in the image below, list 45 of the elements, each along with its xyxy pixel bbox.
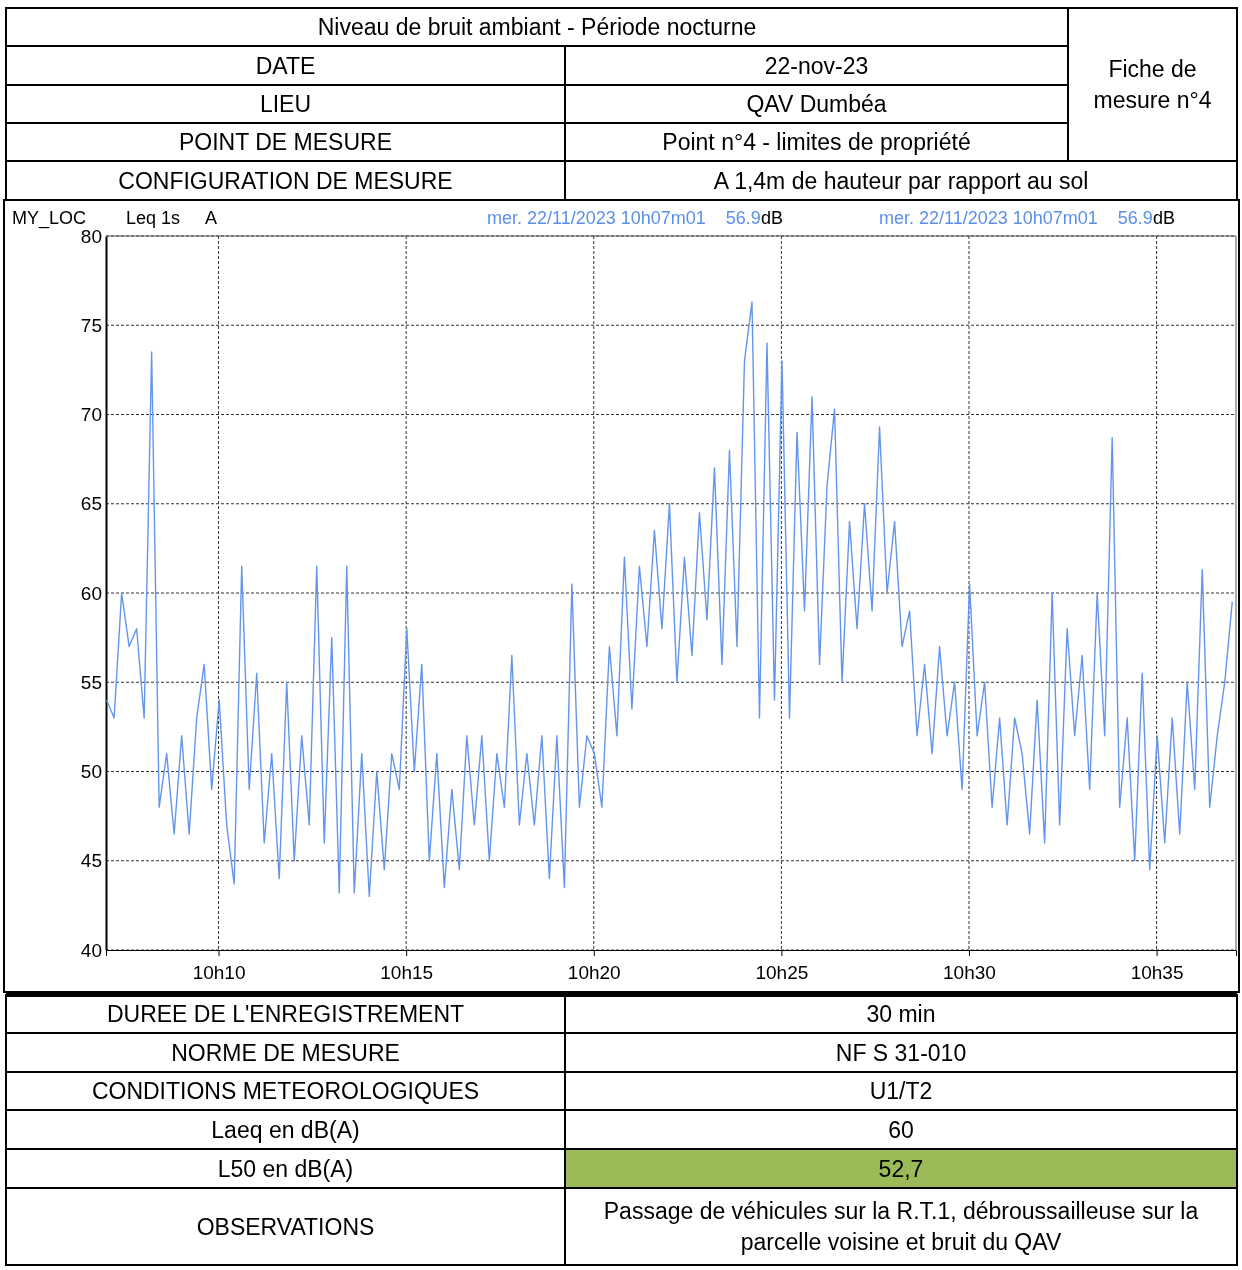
x-tick-label: 10h25 — [755, 962, 809, 984]
text: 56.9 — [1117, 208, 1153, 228]
text: Passage de véhicules sur la R.T.1, débroussailleuse sur la parcelle voisine et bruit du QAV — [603, 1198, 1199, 1256]
text: NORME DE MESURE — [171, 1039, 400, 1066]
text: CONFIGURATION DE MESURE — [118, 167, 453, 194]
text: 56.9 — [725, 208, 761, 228]
text: DUREE DE L'ENREGISTREMENT — [106, 1001, 465, 1028]
text: A — [205, 208, 218, 228]
text: mer. 22/11/2023 10h07m01 — [487, 208, 706, 228]
y-tick-label: 75 — [80, 314, 102, 336]
text: L50 en dB(A) — [217, 1155, 354, 1182]
text: Laeq en dB(A) — [211, 1116, 360, 1143]
text: U1/T2 — [869, 1078, 933, 1105]
x-tick-label: 10h15 — [380, 962, 434, 984]
text: 30 min — [866, 1001, 936, 1028]
line-series — [105, 301, 1233, 898]
y-tick-label: 60 — [80, 582, 102, 604]
text: Leq 1s — [126, 208, 181, 228]
x-tick-label: 10h20 — [567, 962, 621, 984]
y-tick-label: 55 — [80, 671, 102, 693]
chart-title: Niveau de bruit ambiant - Période nocturne — [317, 14, 757, 41]
text: LIEU — [259, 91, 312, 118]
text: Point n°4 - limites de propriété — [662, 129, 971, 156]
text: dB — [1152, 208, 1175, 228]
text: 60 — [888, 1116, 914, 1143]
text: 22-nov-23 — [764, 52, 869, 79]
x-tick-label: 10h30 — [943, 962, 996, 984]
y-tick-label: 65 — [80, 493, 102, 515]
x-tick-label: 10h10 — [192, 962, 246, 984]
text: OBSERVATIONS — [196, 1213, 375, 1240]
y-tick-label: 70 — [80, 404, 102, 426]
text: A 1,4m de hauteur par rapport au sol — [713, 167, 1089, 194]
text: POINT DE MESURE — [179, 129, 392, 156]
y-tick-label: 40 — [80, 939, 102, 961]
y-tick-label: 50 — [80, 761, 102, 783]
x-tick-label: 10h35 — [1130, 962, 1184, 984]
y-tick-label: 45 — [80, 850, 102, 872]
text: CONDITIONS METEOROLOGIQUES — [91, 1078, 480, 1105]
text: QAV Dumbéa — [746, 91, 887, 118]
text: DATE — [255, 52, 316, 79]
text: dB — [760, 208, 783, 228]
text: 52,7 — [878, 1155, 924, 1182]
text: Fiche de mesure n°4 — [1093, 56, 1212, 114]
text: NF S 31-010 — [835, 1039, 967, 1066]
text: mer. 22/11/2023 10h07m01 — [879, 208, 1098, 228]
